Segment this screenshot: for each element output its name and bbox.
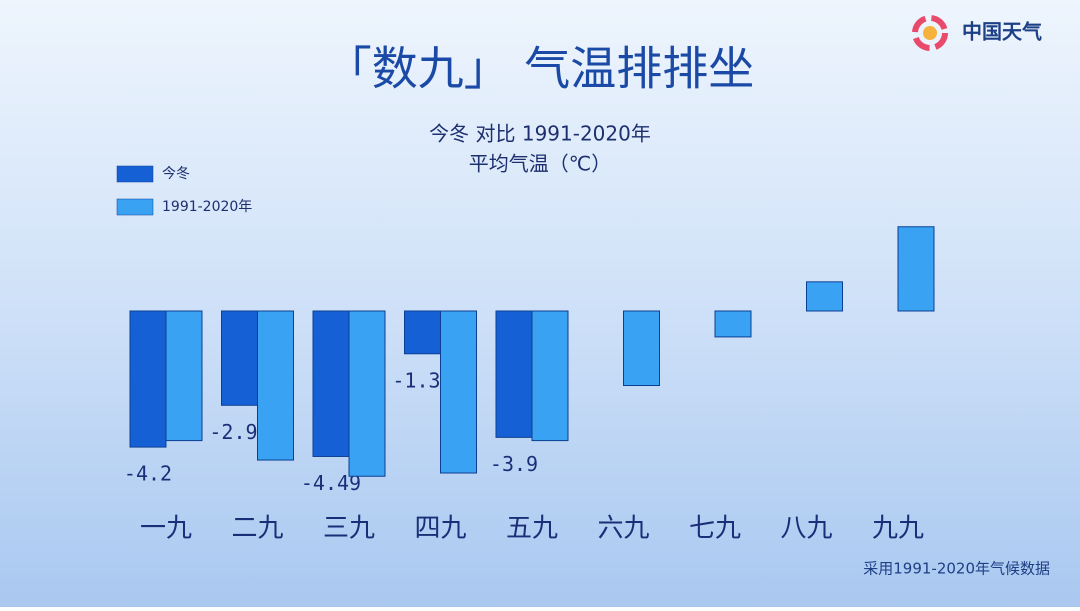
x-tick-label: 七九 [689, 514, 741, 544]
bar [495, 310, 533, 438]
bar [714, 310, 752, 338]
legend-label: 1991-2020年 [162, 199, 252, 215]
bar [348, 310, 386, 477]
footnote: 采用1991-2020年气候数据 [863, 560, 1050, 578]
bar [129, 310, 167, 448]
x-tick-label: 一九 [140, 514, 192, 544]
value-label: -4.2 [124, 462, 172, 486]
chart-subtitle: 今冬 对比 1991-2020年 [429, 122, 651, 146]
logo-icon [912, 15, 948, 51]
x-tick-label: 四九 [414, 514, 466, 544]
logo: 中国天气 [912, 15, 1042, 51]
legend-label: 今冬 [162, 166, 190, 182]
chart-subtitle: 平均气温（℃） [469, 152, 611, 176]
x-tick-label: 五九 [506, 514, 558, 544]
bar [221, 310, 258, 406]
x-tick-label: 九九 [872, 514, 924, 544]
bar [165, 310, 203, 442]
bar [404, 310, 441, 355]
value-label: -3.9 [490, 452, 538, 476]
x-tick-label: 二九 [231, 514, 283, 544]
bar [806, 281, 843, 312]
bar [312, 310, 350, 457]
bar [531, 310, 569, 442]
bar [897, 226, 935, 312]
bar [257, 310, 294, 461]
bar [440, 310, 477, 474]
legend-swatch [116, 165, 154, 183]
x-tick-label: 八九 [780, 514, 832, 544]
logo-icon-center [923, 26, 937, 40]
x-tick-label: 三九 [323, 514, 375, 544]
legend-swatch [116, 198, 154, 216]
x-tick-label: 六九 [597, 514, 649, 544]
bar [623, 310, 660, 387]
chart-title: 「数九」 气温排排坐 [326, 42, 755, 96]
logo-text: 中国天气 [962, 20, 1042, 44]
